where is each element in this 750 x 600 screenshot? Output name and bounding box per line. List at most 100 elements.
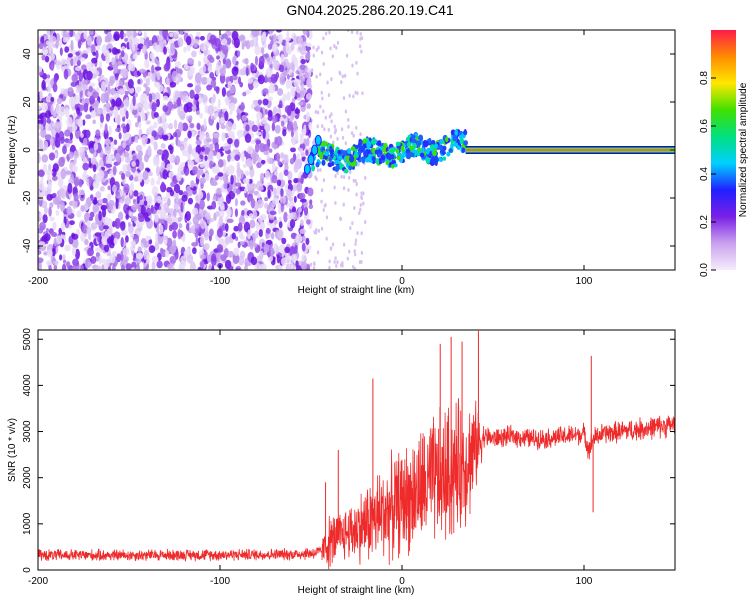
noise-blob: [95, 50, 99, 60]
noise-blob: [267, 189, 271, 199]
noise-blob: [218, 111, 222, 119]
noise-blob: [102, 106, 107, 115]
noise-blob: [55, 59, 61, 70]
noise-blob: [71, 246, 77, 256]
noise-blob: [108, 80, 114, 87]
noise-blob: [39, 89, 43, 100]
noise-blob: [296, 182, 303, 192]
noise-blob: [270, 246, 274, 257]
noise-blob: [199, 112, 204, 119]
noise-blob: [135, 159, 140, 168]
noise-blob: [199, 35, 205, 41]
noise-blob: [137, 78, 141, 85]
noise-blob: [226, 208, 232, 217]
noise-blob: [319, 167, 322, 172]
band-blob: [311, 144, 319, 156]
noise-blob: [219, 202, 225, 211]
noise-blob: [193, 42, 198, 48]
noise-blob: [231, 66, 239, 76]
noise-blob: [251, 124, 259, 133]
noise-blob: [220, 117, 225, 124]
noise-blob: [330, 119, 333, 124]
noise-blob: [156, 72, 161, 81]
x-tick-label: -100: [210, 276, 230, 287]
noise-blob: [233, 247, 240, 256]
noise-blob: [360, 194, 363, 199]
noise-blob: [46, 193, 53, 201]
noise-blob: [247, 120, 253, 127]
noise-blob: [47, 83, 52, 93]
noise-blob: [355, 192, 358, 197]
band-blob: [328, 156, 333, 163]
noise-blob: [278, 171, 284, 182]
noise-blob: [278, 221, 283, 229]
noise-blob: [60, 221, 66, 231]
noise-blob: [301, 254, 307, 262]
noise-blob: [280, 53, 285, 63]
noise-blob: [213, 194, 217, 201]
band-blob: [461, 147, 466, 154]
noise-blob: [360, 259, 363, 264]
noise-blob: [362, 191, 365, 196]
noise-blob: [306, 103, 311, 110]
noise-blob: [248, 178, 253, 184]
noise-blob: [267, 109, 273, 118]
noise-blob: [38, 131, 41, 137]
noise-blob: [355, 125, 358, 130]
spectrogram-xlabel: Height of straight line (km): [298, 285, 415, 296]
noise-blob: [353, 267, 357, 270]
noise-blob: [327, 93, 331, 98]
noise-blob: [157, 233, 164, 245]
noise-blob: [320, 226, 324, 231]
noise-blob: [122, 133, 130, 141]
noise-blob: [155, 98, 160, 108]
noise-blob: [258, 229, 263, 238]
noise-blob: [139, 37, 145, 45]
noise-blob: [334, 128, 338, 133]
y-tick-label: -20: [22, 190, 33, 205]
noise-blob: [45, 96, 51, 103]
noise-blob: [270, 232, 275, 240]
noise-blob: [257, 193, 262, 199]
noise-blob: [134, 136, 139, 144]
noise-blob: [364, 175, 367, 180]
noise-blob: [88, 175, 92, 187]
noise-blob: [162, 105, 169, 113]
colorbar-tick-label: 0.2: [699, 215, 710, 229]
noise-blob: [224, 110, 229, 122]
noise-blob: [216, 244, 224, 253]
noise-blob: [185, 211, 191, 222]
y-tick-label: 0: [22, 567, 33, 573]
noise-blob: [219, 239, 224, 245]
noise-blob: [106, 252, 112, 257]
noise-blob: [158, 224, 164, 235]
noise-blob: [177, 228, 182, 240]
noise-blob: [312, 53, 315, 58]
noise-blob: [295, 85, 300, 94]
noise-blob: [75, 248, 81, 260]
noise-blob: [136, 102, 144, 112]
noise-blob: [346, 256, 349, 261]
noise-blob: [323, 127, 326, 132]
noise-blob: [268, 30, 274, 34]
noise-blob: [123, 33, 127, 38]
noise-blob: [210, 218, 214, 223]
noise-blob: [155, 179, 161, 185]
noise-blob: [196, 31, 201, 37]
noise-blob: [168, 123, 174, 130]
noise-blob: [308, 203, 314, 210]
band-blob: [355, 152, 359, 159]
noise-blob: [334, 201, 337, 206]
noise-blob: [114, 217, 121, 229]
noise-blob: [194, 232, 199, 239]
noise-blob: [254, 105, 261, 112]
noise-blob: [259, 250, 264, 260]
noise-blob: [181, 194, 188, 202]
noise-blob: [203, 55, 209, 64]
noise-blob: [339, 217, 343, 222]
noise-blob: [227, 137, 233, 145]
noise-blob: [191, 130, 196, 138]
noise-blob: [105, 30, 112, 33]
noise-blob: [113, 237, 118, 245]
noise-blob: [360, 231, 363, 236]
